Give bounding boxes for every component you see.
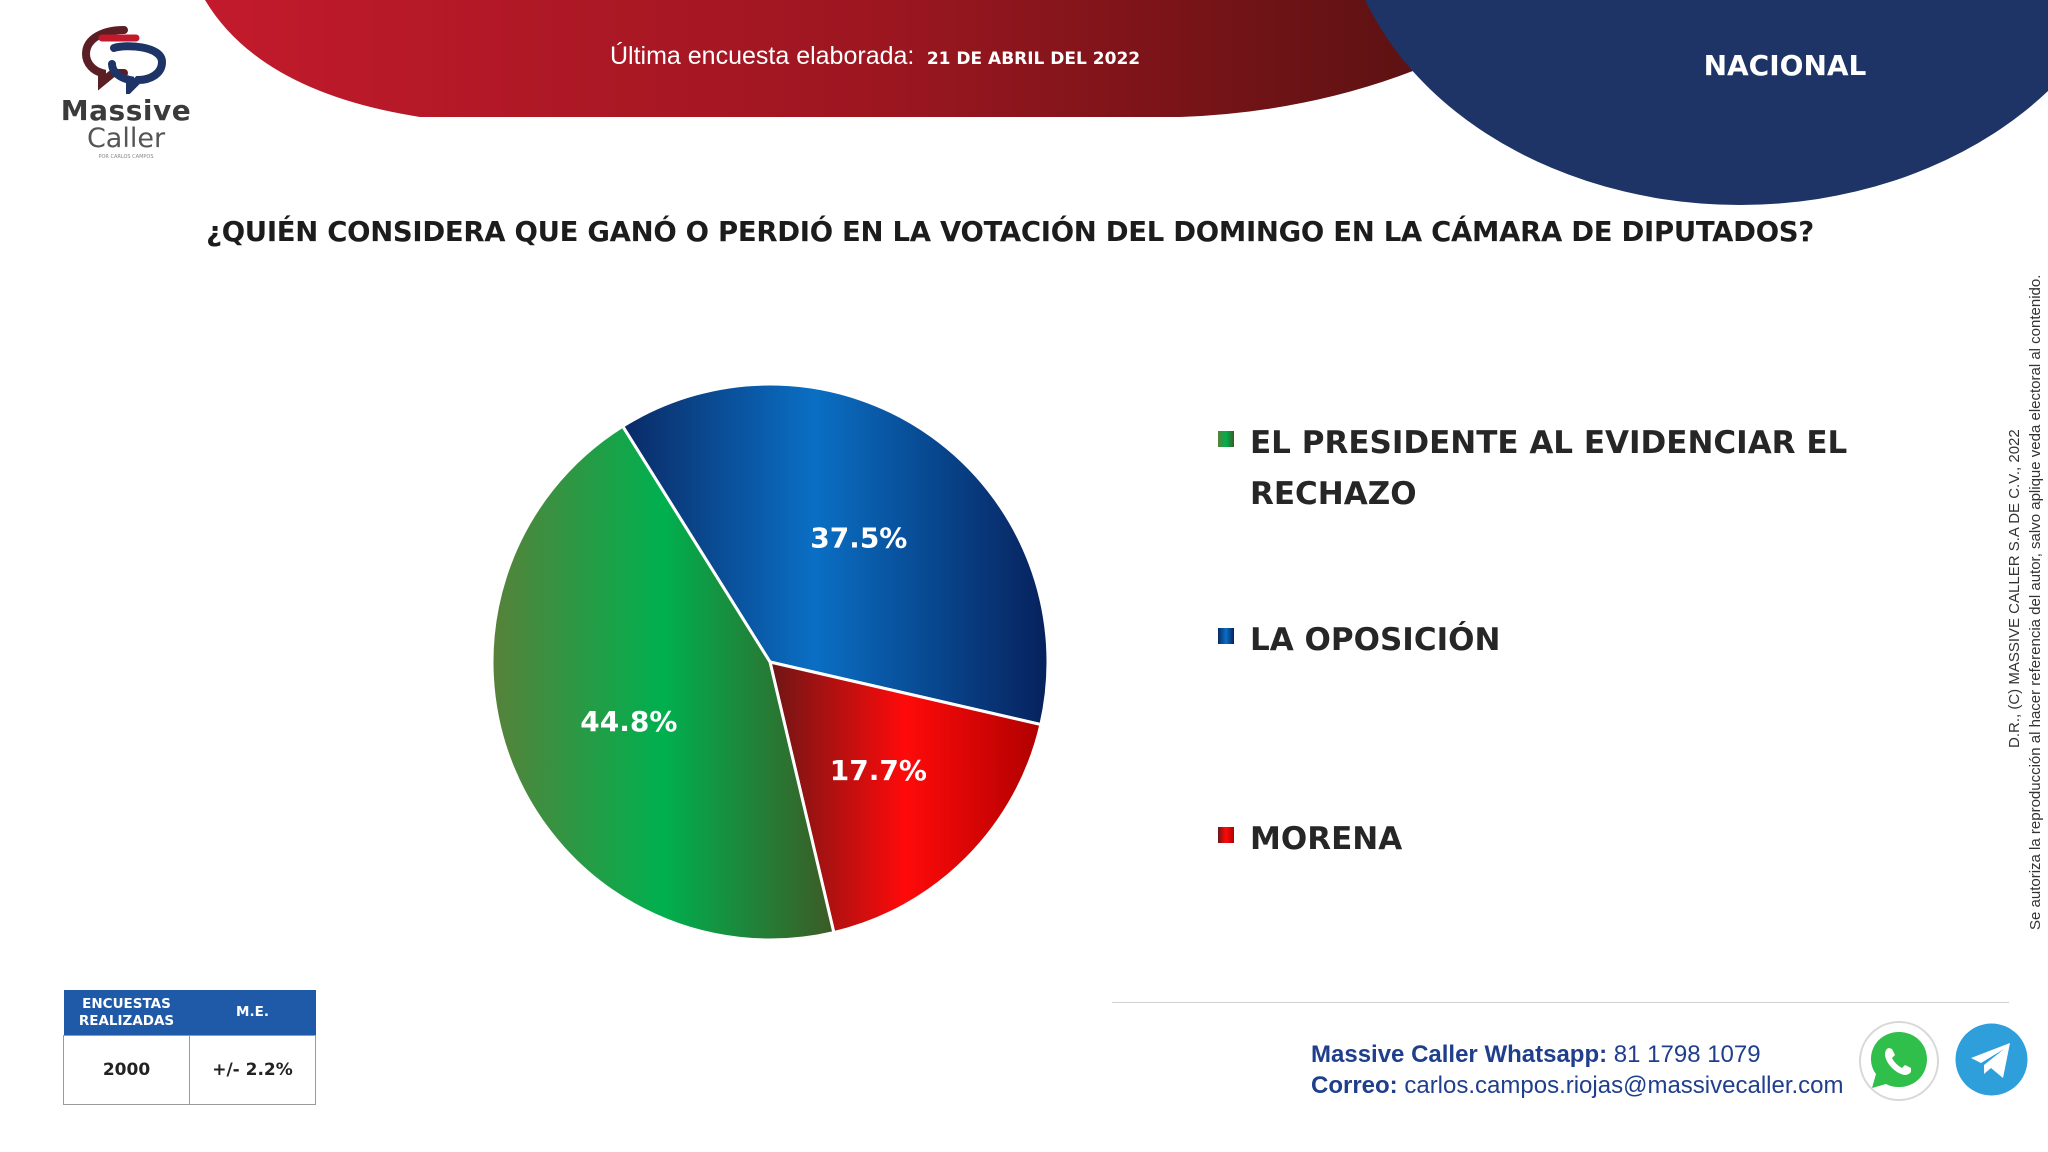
pie-slice-oposicion-label: 37.5% — [810, 522, 907, 555]
footer-divider — [1112, 1002, 2009, 1003]
me-value: +/- 2.2% — [189, 1035, 316, 1105]
pie-slice-oposicion — [620, 382, 1050, 727]
surveys-header: ENCUESTAS REALIZADAS — [63, 990, 190, 1036]
pie-slice-morena-label: 17.7% — [830, 754, 927, 787]
email-link[interactable]: carlos.campos.riojas@massivecaller.com — [1404, 1072, 1844, 1099]
question-title: ¿QUIÉN CONSIDERA QUE GANÓ O PERDIÓ EN LA… — [206, 216, 1814, 248]
pie-slice-presidente — [490, 424, 836, 942]
legend-swatch-blue — [1218, 628, 1234, 644]
brand-name: Massive Caller POR CARLOS CAMPOS — [56, 94, 196, 161]
legend-label-presidente: EL PRESIDENTE AL EVIDENCIAR EL RECHAZO — [1250, 418, 1847, 520]
surveys-value: 2000 — [63, 1035, 190, 1105]
brand-tagline: POR CARLOS CAMPOS — [98, 154, 154, 160]
survey-date-line: Última encuesta elaborada: 21 DE ABRIL D… — [610, 42, 1140, 71]
whatsapp-contact: Massive Caller Whatsapp: 81 1798 1079 — [1311, 1041, 1761, 1069]
email-label: Correo: — [1311, 1072, 1398, 1099]
me-header: M.E. — [189, 990, 316, 1036]
email-contact: Correo: carlos.campos.riojas@massivecall… — [1311, 1072, 1844, 1100]
navy-banner — [1365, 0, 2048, 205]
brand-name-line2: Caller — [86, 123, 166, 154]
survey-label: Última encuesta elaborada: — [610, 42, 915, 70]
copyright-line2: Se autoriza la reproducción al hacer ref… — [2027, 274, 2044, 930]
brand-name-line1: Massive — [60, 94, 192, 127]
massive-caller-logo-icon — [81, 26, 167, 94]
survey-stats-table: ENCUESTAS REALIZADAS M.E. 2000 +/- 2.2% — [63, 990, 316, 1105]
legend-label-oposicion: LA OPOSICIÓN — [1250, 622, 1501, 658]
red-banner — [205, 0, 1440, 117]
whatsapp-number[interactable]: 81 1798 1079 — [1613, 1041, 1761, 1068]
region-label: NACIONAL — [1703, 49, 1867, 82]
pie-slice-morena — [767, 659, 1043, 935]
whatsapp-icon[interactable] — [1858, 1020, 1940, 1102]
legend-label-presidente-line2: RECHAZO — [1250, 476, 1417, 512]
legend-swatch-red — [1218, 827, 1234, 843]
whatsapp-label: Massive Caller Whatsapp: — [1311, 1041, 1608, 1068]
pie-slice-presidente-label: 44.8% — [580, 705, 677, 738]
survey-date: 21 DE ABRIL DEL 2022 — [926, 49, 1141, 69]
legend-label-presidente-line1: EL PRESIDENTE AL EVIDENCIAR EL — [1250, 425, 1848, 461]
copyright-line1: D.R., (C) MASSIVE CALLER S.A DE C.V., 20… — [2006, 429, 2023, 748]
legend-swatch-green — [1218, 431, 1234, 447]
pie-chart: 37.5% 17.7% 44.8% — [490, 382, 1050, 942]
legend-label-morena: MORENA — [1250, 821, 1403, 857]
telegram-icon[interactable] — [1955, 1023, 2028, 1096]
